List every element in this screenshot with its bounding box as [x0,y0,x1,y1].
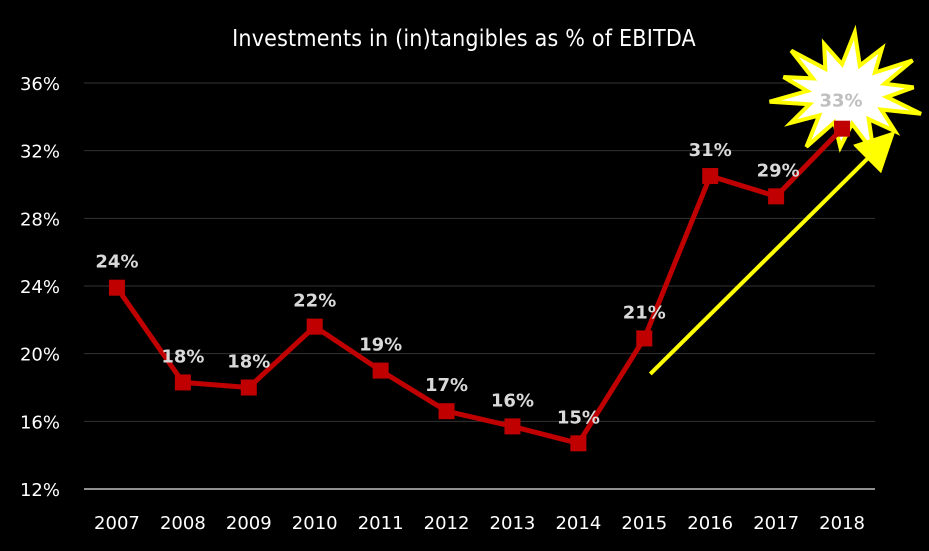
x-tick-label: 2014 [555,513,601,534]
data-point-marker [834,120,851,137]
data-label: 15% [557,407,600,428]
data-label: 19% [359,335,402,356]
data-label: 21% [623,302,666,323]
data-point-marker [240,379,257,396]
data-label: 24% [95,252,138,273]
data-label: 17% [425,375,468,396]
y-tick-label: 32% [20,142,60,163]
y-tick-label: 28% [20,209,60,230]
x-tick-label: 2009 [226,513,272,534]
x-tick-label: 2017 [753,513,799,534]
data-label: 33% [819,91,862,112]
data-label: 18% [227,352,270,373]
axes: 12% 16% 20% 24% 28% 32% 36% 2007 2008 2009 2010 201… [20,74,875,534]
y-tick-label: 12% [20,480,60,501]
y-tick-label: 16% [20,412,60,433]
annotations [648,24,922,376]
data-point-marker [438,403,455,420]
data-label: 16% [491,390,534,411]
data-point-marker [372,362,389,379]
data-point-marker [504,418,521,435]
x-tick-label: 2012 [424,513,470,534]
series-line [114,126,844,446]
data-point-marker [570,435,587,452]
x-tick-label: 2007 [94,513,140,534]
chart-title: Investments in (in)tangibles as % of EBI… [232,26,696,52]
trend-arrow [648,130,896,376]
x-tick-label: 2018 [819,513,865,534]
y-tick-label: 24% [20,277,60,298]
series-layer [108,120,851,452]
gridlines [84,82,875,422]
data-label: 22% [293,291,336,312]
x-tick-label: 2013 [490,513,536,534]
data-point-marker [636,330,653,347]
y-tick-label: 36% [20,74,60,95]
data-point-marker [306,318,323,335]
x-tick-label: 2008 [160,513,206,534]
data-label: 29% [757,160,800,181]
data-label: 18% [161,346,204,367]
data-point-marker [174,374,191,391]
data-labels: 24% 18% 18% 22% 19% 17% 16% 15% 21% 31% 29% 33% [95,91,862,429]
x-tick-label: 2010 [292,513,338,534]
data-point-marker [768,188,785,205]
x-tick-label: 2015 [621,513,667,534]
x-tick-label: 2011 [358,513,404,534]
starburst-highlight [769,24,922,154]
data-label: 31% [689,140,732,161]
x-tick-label: 2016 [687,513,733,534]
data-point-marker [108,279,125,296]
y-tick-label: 20% [20,345,60,366]
data-point-marker [702,168,719,185]
